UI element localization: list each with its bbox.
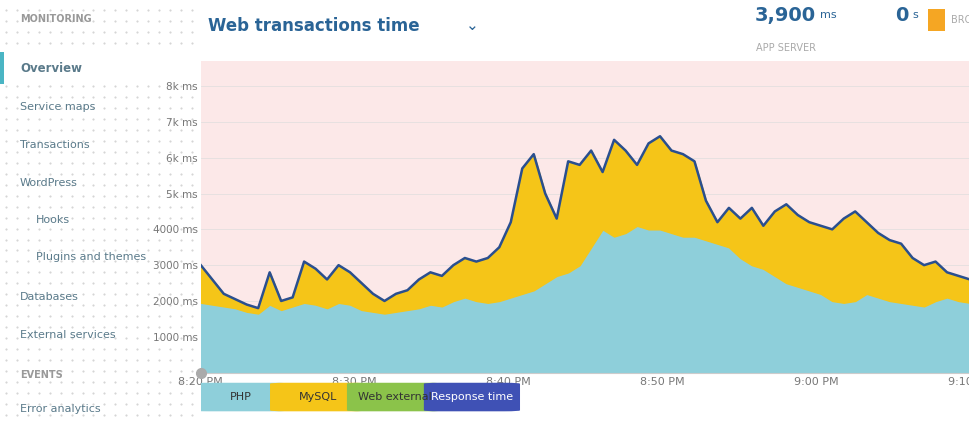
Text: Overview: Overview	[19, 62, 81, 75]
Text: Transactions: Transactions	[19, 140, 89, 150]
Text: Response time: Response time	[430, 392, 513, 402]
Text: 0: 0	[894, 6, 908, 25]
Text: ⌄: ⌄	[466, 18, 479, 33]
Text: Databases: Databases	[19, 292, 78, 302]
Bar	[0, 53, 5, 84]
FancyBboxPatch shape	[269, 383, 365, 411]
Text: PHP: PHP	[230, 392, 252, 402]
Text: Service maps: Service maps	[19, 102, 95, 112]
FancyBboxPatch shape	[423, 383, 519, 411]
Text: Hooks: Hooks	[36, 215, 70, 225]
Text: MONITORING: MONITORING	[19, 14, 91, 24]
Text: ms: ms	[819, 10, 836, 20]
Text: MySQL: MySQL	[298, 392, 337, 402]
FancyBboxPatch shape	[193, 383, 289, 411]
Text: Plugins and themes: Plugins and themes	[36, 252, 145, 262]
Text: Error analytics: Error analytics	[19, 404, 101, 414]
Text: Web external: Web external	[358, 392, 431, 402]
Text: BROWSER: BROWSER	[950, 15, 969, 25]
Text: APP SERVER: APP SERVER	[756, 43, 815, 53]
FancyBboxPatch shape	[347, 383, 443, 411]
Bar	[0, 53, 199, 84]
Text: WordPress: WordPress	[19, 178, 78, 188]
Bar	[926, 9, 944, 31]
Text: EVENTS: EVENTS	[19, 370, 63, 380]
Text: 3,900: 3,900	[754, 6, 815, 25]
Text: External services: External services	[19, 330, 115, 340]
Text: s: s	[912, 10, 917, 20]
Text: Web transactions time: Web transactions time	[208, 17, 420, 35]
